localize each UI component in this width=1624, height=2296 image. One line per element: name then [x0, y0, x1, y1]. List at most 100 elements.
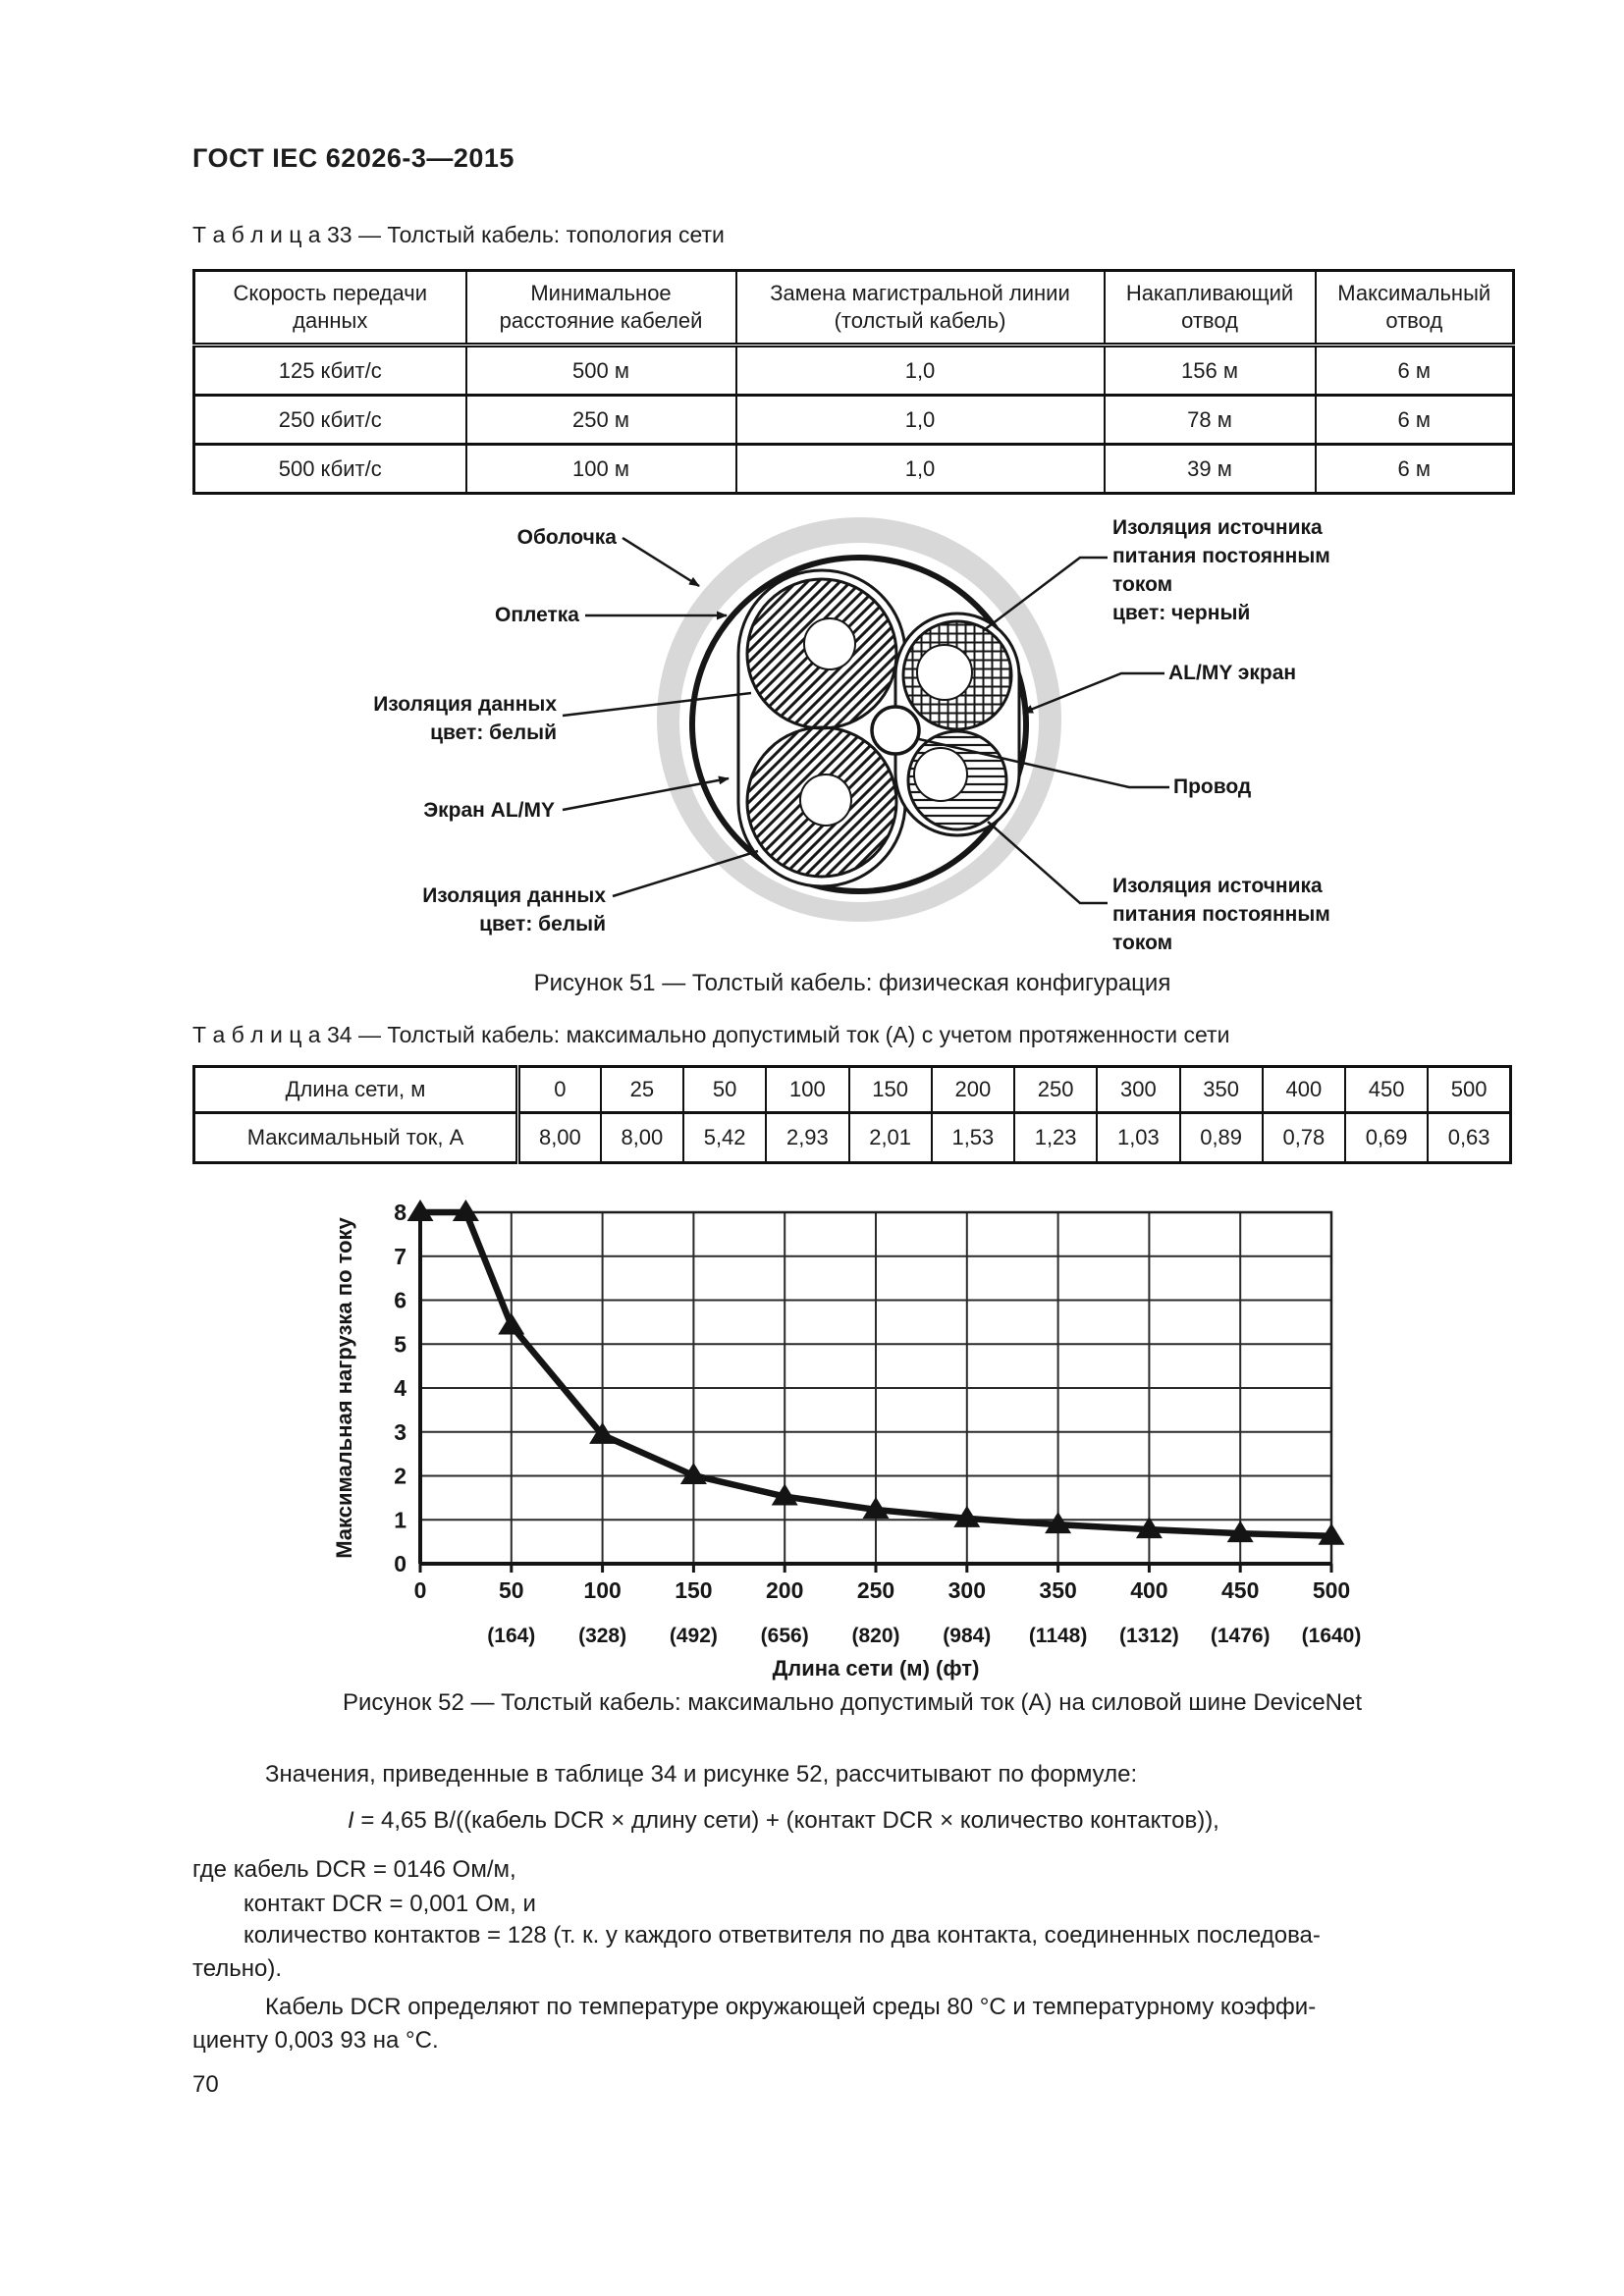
- data-point-marker: [771, 1483, 798, 1506]
- x-tick-label: 300: [948, 1577, 986, 1603]
- figure51-cable-diagram: Оболочка Оплетка Изоляция данных цвет: б…: [192, 506, 1512, 967]
- table-cell: 500 м: [464, 344, 737, 397]
- table-cell: 200: [930, 1065, 1016, 1114]
- x-tick-label: 400: [1130, 1577, 1167, 1603]
- label-sheath: Оболочка: [516, 526, 617, 549]
- x-feet-label: (328): [578, 1625, 626, 1647]
- x-tick-label: 500: [1313, 1577, 1350, 1603]
- y-tick-label: 3: [394, 1419, 406, 1445]
- paragraph-intro: Значения, приведенные в таблице 34 и рис…: [265, 1761, 1138, 1788]
- paragraph-dcr-temperature: Кабель DCR определяют по температуре окр…: [192, 1994, 1317, 2054]
- y-tick-label: 1: [394, 1507, 406, 1532]
- data-point-marker: [1226, 1521, 1254, 1543]
- data-point-marker: [862, 1496, 890, 1519]
- y-tick-label: 5: [394, 1331, 406, 1357]
- drain-wire: [870, 705, 921, 756]
- data-point-marker: [1318, 1522, 1345, 1545]
- x-feet-label: (492): [670, 1625, 718, 1647]
- column-header: Максимальный отвод: [1314, 269, 1515, 347]
- data-line: [420, 1208, 1332, 1540]
- table-cell: 0,89: [1178, 1111, 1264, 1164]
- leader-data-insulation-top: [562, 691, 752, 718]
- y-tick-label: 2: [394, 1464, 406, 1489]
- row-header: Длина сети, м: [192, 1065, 520, 1114]
- table-cell: 6 м: [1314, 443, 1515, 495]
- table-cell: 0,63: [1427, 1111, 1512, 1164]
- table-cell: 1,0: [734, 344, 1106, 397]
- label-power-insulation-top: Изоляция источника питания постоянным то…: [1112, 516, 1330, 624]
- table-cell: 1,23: [1012, 1111, 1099, 1164]
- x-feet-label: (1148): [1029, 1625, 1088, 1647]
- label-almy-screen: AL/MY экран: [1168, 662, 1297, 684]
- paragraph-cable-dcr: где кабель DCR = 0146 Ом/м,: [192, 1856, 516, 1883]
- x-feet-label: (164): [487, 1625, 535, 1647]
- label-power-insulation-bottom: Изоляция источника питания постоянным то…: [1112, 875, 1330, 954]
- formula-variable: I: [348, 1807, 354, 1834]
- column-header: Минимальное расстояние кабелей: [464, 269, 737, 347]
- data-point-marker: [589, 1421, 617, 1444]
- data-point-marker: [1045, 1512, 1072, 1534]
- table-cell: 250: [1012, 1065, 1099, 1114]
- x-feet-labels: (164) (328) (492) (656) (820) (984) (1148) (131…: [487, 1625, 1361, 1647]
- table33-head: Скорость передачи данных Минимальное расс…: [192, 269, 1515, 347]
- column-header: Скорость передачи данных: [192, 269, 467, 347]
- table-cell: 78 м: [1103, 394, 1317, 446]
- figure52-caption: Рисунок 52 — Толстый кабель: максимально…: [342, 1689, 1363, 1716]
- table33-caption: Т а б л и ц а 33 — Толстый кабель: топол…: [192, 222, 725, 247]
- paragraph-contact-dcr: контакт DCR = 0,001 Ом, и: [244, 1891, 536, 1917]
- page-number: 70: [192, 2071, 219, 2098]
- x-tick-marks: [418, 1564, 1333, 1573]
- x-feet-label: (1312): [1119, 1625, 1179, 1647]
- leader-wire: [918, 737, 1169, 789]
- leader-power-insulation-bottom: [987, 821, 1108, 905]
- table33-header-row: Скорость передачи данных Минимальное расс…: [192, 269, 1515, 347]
- data-wire-bottom: [799, 774, 852, 827]
- table-cell: 400: [1261, 1065, 1347, 1114]
- table-cell: 250 кбит/с: [192, 394, 467, 446]
- table-cell: 450: [1343, 1065, 1430, 1114]
- label-data-insulation-bottom: Изоляция данных цвет: белый: [422, 884, 606, 935]
- table-cell: 8,00: [599, 1111, 685, 1164]
- page-title: ГОСТ IEC 62026-3—2015: [192, 143, 514, 173]
- table-cell: 1,0: [734, 394, 1106, 446]
- table-cell: 39 м: [1103, 443, 1317, 495]
- table34-current-row: Максимальный ток, А 8,00 8,00 5,42 2,93 2,01 1…: [192, 1111, 1512, 1164]
- table-cell: 100: [765, 1065, 850, 1114]
- y-tick-label: 7: [394, 1244, 406, 1269]
- formula-line: I = 4,65 В/((кабель DCR × длину сети) + …: [192, 1804, 1624, 1838]
- y-tick-label: 6: [394, 1288, 406, 1313]
- table-cell: 250 м: [464, 394, 737, 446]
- x-axis-title: Длина сети (м) (фт): [773, 1656, 980, 1681]
- leader-power-insulation-top: [983, 556, 1108, 631]
- label-braid: Оплетка: [495, 604, 579, 626]
- leader-lines: [562, 536, 1169, 905]
- leader-screen-almy: [562, 775, 730, 812]
- data-wire-top: [803, 617, 856, 670]
- table-cell: 6 м: [1314, 344, 1515, 397]
- table-cell: 0: [516, 1065, 602, 1114]
- data-points: [406, 1200, 1345, 1545]
- table-cell: 125 кбит/с: [192, 344, 467, 397]
- column-header: Замена магистральной линии (толстый кабе…: [734, 269, 1106, 347]
- data-point-marker: [452, 1200, 479, 1221]
- table-cell: 100 м: [464, 443, 737, 495]
- data-point-marker: [498, 1312, 525, 1335]
- table-cell: 350: [1178, 1065, 1264, 1114]
- table-cell: 50: [681, 1065, 768, 1114]
- row-header: Максимальный ток, А: [192, 1111, 520, 1164]
- x-feet-label: (656): [761, 1625, 809, 1647]
- label-data-insulation-top: Изоляция данных цвет: белый: [373, 693, 557, 744]
- x-tick-label: 50: [499, 1577, 524, 1603]
- chart-canvas: 0 1 2 3 4 5 6 7 8 0 50 100 150 200 250 300 350 400 450 500 (…: [332, 1200, 1361, 1681]
- data-point-marker: [406, 1200, 434, 1221]
- table-cell: 8,00: [516, 1111, 602, 1164]
- data-point-marker: [1135, 1517, 1163, 1539]
- label-screen-almy: Экран AL/MY: [423, 799, 555, 822]
- formula-body: = 4,65 В/((кабель DCR × длину сети) + (к…: [353, 1807, 1219, 1834]
- table-cell: 500 кбит/с: [192, 443, 467, 495]
- table34-body: Длина сети, м 0 25 50 100 150 200 250 300 350 400 4…: [192, 1065, 1512, 1164]
